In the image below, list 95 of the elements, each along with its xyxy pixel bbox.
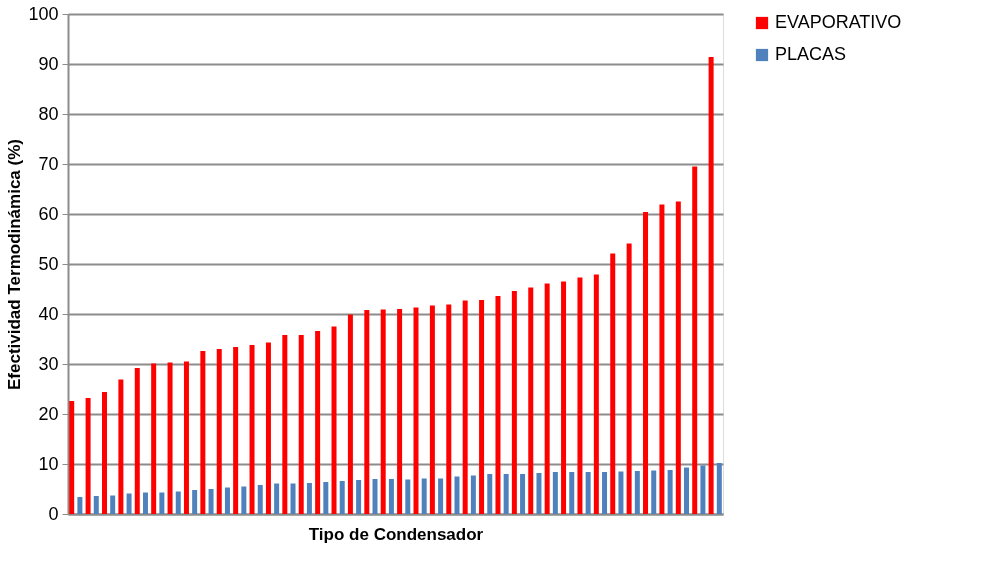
bar	[306, 483, 312, 514]
bar	[561, 281, 567, 514]
bar	[142, 492, 148, 514]
bar	[520, 474, 526, 514]
bar	[356, 480, 362, 514]
bar	[224, 487, 230, 514]
bar	[602, 472, 608, 514]
bar	[413, 307, 419, 514]
bar	[265, 342, 271, 514]
bar	[470, 475, 476, 514]
y-tick-label: 90	[38, 53, 59, 74]
bar	[487, 474, 493, 514]
bar	[528, 287, 534, 514]
bar	[69, 401, 75, 514]
bar	[503, 474, 509, 514]
bar	[405, 479, 411, 514]
bar	[462, 300, 468, 514]
bar	[716, 463, 722, 514]
bar	[200, 351, 206, 514]
bar	[454, 476, 460, 514]
bar	[85, 398, 91, 514]
y-tick-label: 80	[38, 103, 59, 124]
bar	[249, 345, 255, 514]
bar	[634, 471, 640, 514]
bar	[380, 309, 386, 514]
bar	[208, 489, 214, 514]
bar	[101, 392, 107, 514]
bar	[274, 483, 280, 514]
bar	[93, 496, 99, 514]
bar	[216, 349, 222, 514]
bar	[233, 347, 239, 514]
legend-label: PLACAS	[775, 44, 847, 64]
bar	[495, 296, 501, 514]
y-axis-title: Efectividad Termodinámica (%)	[5, 139, 25, 390]
y-tick-label: 40	[38, 303, 59, 324]
bar	[323, 482, 329, 514]
y-tick-label: 70	[38, 153, 59, 174]
bar	[257, 485, 263, 514]
bar	[667, 470, 673, 514]
bar	[315, 331, 321, 514]
bar	[708, 57, 714, 514]
bar	[134, 368, 140, 514]
bar	[577, 277, 583, 514]
y-tick-label: 30	[38, 353, 59, 374]
bar	[159, 492, 165, 514]
bar	[241, 486, 247, 514]
bar	[700, 465, 706, 514]
y-tick-label: 50	[38, 253, 59, 274]
bar	[110, 495, 116, 514]
x-axis-title: Tipo de Condensador	[308, 524, 484, 544]
bar	[626, 243, 632, 514]
bar	[298, 335, 304, 514]
bar	[397, 309, 403, 514]
bar	[675, 201, 681, 514]
bar	[593, 274, 599, 514]
y-tick-label: 20	[38, 403, 59, 424]
bar	[438, 478, 444, 514]
bar	[331, 326, 337, 514]
bar	[126, 493, 132, 514]
bar	[339, 481, 345, 514]
y-tick-label: 100	[28, 3, 59, 24]
y-tick-label: 0	[48, 503, 59, 524]
bar	[347, 314, 353, 514]
bar	[544, 283, 550, 514]
bar	[569, 472, 575, 514]
bar	[643, 212, 649, 514]
bar	[479, 300, 485, 514]
bar	[388, 479, 394, 514]
bar	[290, 483, 296, 514]
bar	[364, 310, 370, 514]
bar	[659, 204, 665, 514]
y-tick-label: 10	[38, 453, 59, 474]
bar	[192, 490, 198, 514]
bar	[151, 363, 157, 514]
bar	[511, 291, 517, 514]
bar	[684, 467, 690, 514]
bar	[536, 473, 542, 514]
y-tick-label: 60	[38, 203, 59, 224]
bar	[585, 472, 591, 514]
bar	[77, 497, 83, 514]
bar	[372, 479, 378, 514]
bar	[429, 305, 435, 514]
bar	[118, 379, 124, 514]
legend-label: EVAPORATIVO	[775, 12, 902, 32]
bar	[282, 335, 288, 514]
bar	[618, 471, 624, 514]
bar	[552, 472, 558, 514]
bar	[175, 491, 181, 514]
bar	[692, 166, 698, 514]
bar	[421, 478, 427, 514]
bar	[446, 304, 452, 514]
bar	[651, 470, 657, 514]
bar	[167, 362, 173, 514]
bar	[610, 253, 616, 514]
bar	[183, 361, 189, 514]
